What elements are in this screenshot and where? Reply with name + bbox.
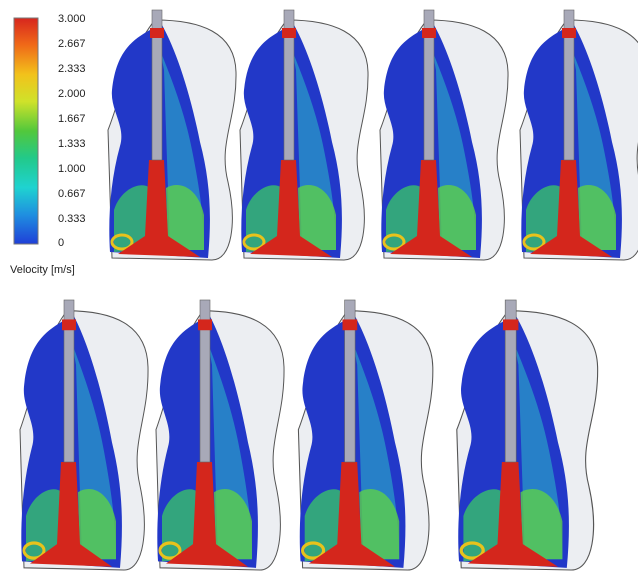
- legend-tick: 0.333: [58, 213, 86, 225]
- simulation-frame: [156, 300, 284, 570]
- simulation-frame: [108, 10, 236, 260]
- figure: 3.000 2.667 2.333 2.000 1.667 1.333 1.00…: [0, 0, 638, 578]
- legend-title: Velocity [m/s]: [10, 264, 75, 276]
- legend-tick: 2.333: [58, 63, 86, 75]
- simulation-frame: [298, 300, 432, 570]
- legend-tick: 1.333: [58, 138, 86, 150]
- color-bar: [14, 18, 38, 244]
- simulation-frame: [240, 10, 368, 260]
- legend-tick: 2.000: [58, 88, 86, 100]
- legend-tick: 1.667: [58, 113, 86, 125]
- legend-tick: 3.000: [58, 13, 86, 25]
- simulation-frame: [380, 10, 508, 260]
- legend-tick: 0: [58, 237, 64, 249]
- simulation-frame: [520, 10, 638, 260]
- simulation-frame: [20, 300, 148, 570]
- legend-tick: 1.000: [58, 163, 86, 175]
- legend-tick: 0.667: [58, 188, 86, 200]
- legend: 3.000 2.667 2.333 2.000 1.667 1.333 1.00…: [10, 13, 86, 276]
- legend-tick: 2.667: [58, 38, 86, 50]
- simulation-frame: [457, 300, 598, 570]
